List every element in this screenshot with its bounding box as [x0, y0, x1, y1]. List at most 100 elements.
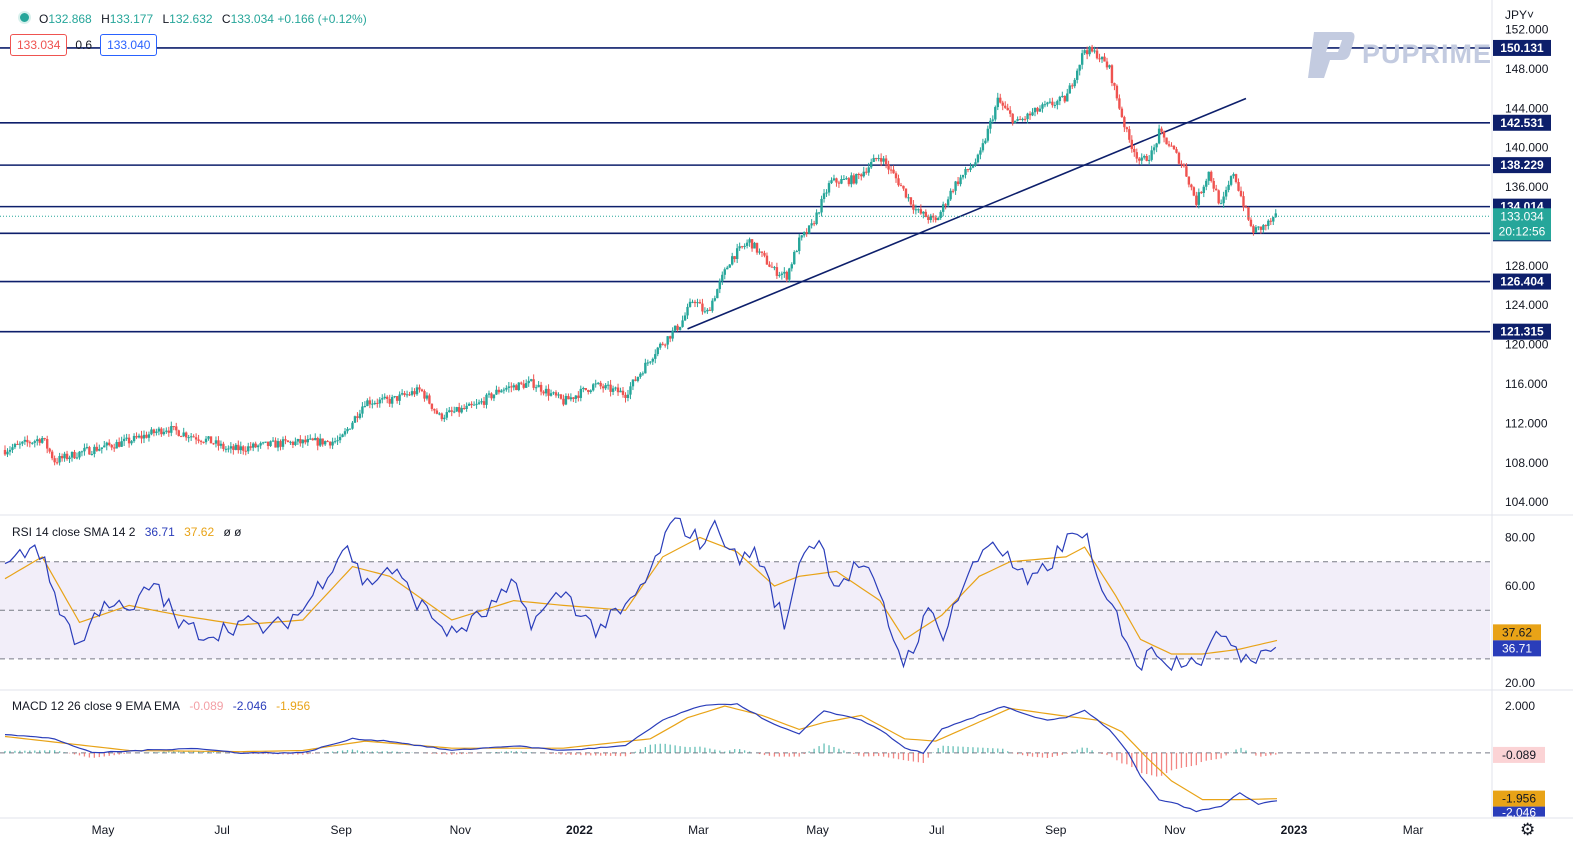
candle-body: [1100, 56, 1104, 60]
candle-body: [333, 441, 337, 443]
candle-body: [659, 343, 662, 348]
candle-body: [341, 434, 344, 438]
candle-body: [1165, 137, 1168, 145]
candle-body: [979, 150, 982, 155]
candle-body: [309, 438, 312, 440]
candle-body: [23, 439, 27, 442]
candle-body: [951, 190, 955, 192]
rsi-legend: RSI 14 close SMA 14 2 36.71 37.62 ø ø: [12, 525, 248, 539]
candle-body: [1008, 110, 1012, 114]
candle-body: [944, 204, 947, 206]
rsi-axis-tick: 60.00: [1505, 579, 1535, 593]
candle-body: [202, 441, 205, 443]
candle-body: [845, 178, 848, 180]
candle-body: [224, 448, 228, 450]
candle-body: [927, 217, 930, 220]
candle-body: [517, 382, 520, 391]
level-price-label: 142.531: [1500, 116, 1544, 130]
candle-body: [872, 158, 875, 162]
candle-body: [996, 97, 999, 108]
candle-body: [1167, 144, 1171, 146]
candle-body: [1061, 95, 1064, 97]
candle-body: [1222, 196, 1225, 204]
candle-body: [321, 438, 324, 445]
price-axis-tick: 116.000: [1505, 377, 1548, 391]
candle-body: [448, 410, 451, 413]
candle-body: [1098, 58, 1101, 60]
candle-body: [75, 457, 79, 459]
macd-signal-value: -1.956: [276, 699, 311, 713]
candle-body: [619, 390, 622, 393]
candle-body: [383, 396, 386, 399]
candle-body: [110, 445, 113, 448]
candle-body: [361, 406, 364, 414]
candle-body: [505, 387, 508, 390]
candle-body: [897, 178, 900, 186]
candle-body: [728, 264, 731, 268]
candle-body: [296, 439, 300, 442]
candle-body: [462, 408, 466, 410]
candle-body: [976, 154, 980, 163]
candle-body: [564, 395, 568, 405]
settings-gear-icon[interactable]: ⚙: [1520, 820, 1536, 839]
candle-body: [681, 320, 684, 327]
candle-body: [487, 393, 491, 395]
candle-body: [986, 128, 990, 141]
brand-logo: PUPRIME: [1300, 26, 1492, 82]
trendline: [687, 97, 1247, 330]
candle-body: [1013, 120, 1017, 123]
candle-body: [1105, 61, 1109, 68]
candle-body: [229, 446, 233, 449]
candle-body: [721, 274, 724, 282]
candle-body: [817, 212, 821, 214]
candle-body: [95, 446, 99, 451]
candle-body: [244, 450, 247, 452]
candle-body: [738, 246, 741, 249]
candle-body: [1232, 174, 1235, 177]
candle-body: [187, 437, 190, 439]
candle-body: [512, 385, 515, 388]
candle-body: [884, 158, 888, 165]
candle-body: [1113, 83, 1116, 86]
macd-signal-tag: [1493, 790, 1545, 807]
candle-body: [592, 384, 595, 391]
candle-body: [525, 383, 528, 388]
candle-body: [696, 302, 699, 304]
sell-button[interactable]: 133.034: [10, 34, 68, 56]
price-axis-tick: 152.000: [1505, 23, 1549, 37]
candle-body: [301, 439, 305, 444]
candle-body: [778, 274, 781, 276]
candle-body: [981, 143, 985, 151]
time-axis-label: May: [806, 823, 829, 837]
candle-body: [991, 119, 995, 121]
candle-body: [1068, 85, 1071, 94]
candle-body: [433, 408, 436, 411]
candle-body: [182, 432, 185, 437]
candle-body: [934, 217, 937, 221]
candle-body: [45, 439, 49, 449]
candle-body: [1162, 131, 1166, 138]
candle-body: [604, 385, 607, 389]
candle-body: [502, 389, 506, 391]
candle-body: [1200, 192, 1203, 194]
rsi-sma-tag-label: 37.62: [1502, 625, 1532, 639]
currency-selector[interactable]: JPY˅: [1505, 8, 1535, 22]
candle-body: [768, 264, 771, 267]
candle-body: [1118, 98, 1121, 109]
candle-body: [870, 161, 873, 168]
candle-body: [1031, 112, 1034, 116]
candle-body: [683, 315, 687, 321]
candle-body: [584, 387, 587, 390]
candle-body: [420, 389, 424, 392]
buy-button[interactable]: 133.040: [100, 34, 158, 56]
candle-body: [810, 223, 813, 226]
candle-body: [1192, 187, 1196, 196]
candle-body: [281, 439, 285, 447]
candle-body: [862, 171, 865, 177]
candle-body: [788, 268, 791, 280]
candle-body: [366, 400, 369, 407]
price-axis-tick: 136.000: [1505, 180, 1549, 194]
candle-body: [430, 403, 434, 409]
candle-body: [1150, 150, 1153, 160]
